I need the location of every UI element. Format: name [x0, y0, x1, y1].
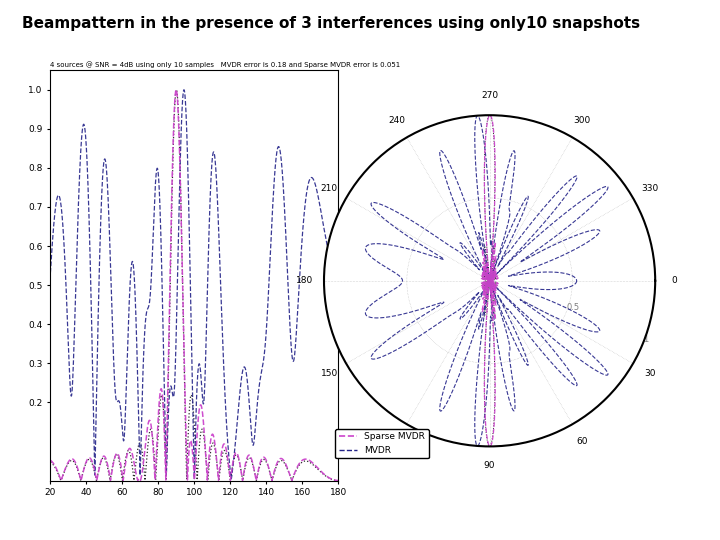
Text: Beampattern in the presence of 3 interferences using only10 snapshots: Beampattern in the presence of 3 interfe… [22, 16, 640, 31]
Legend: Sparse MVDR, MVDR: Sparse MVDR, MVDR [335, 429, 428, 458]
Text: 14: 14 [683, 494, 710, 513]
Text: 4 sources @ SNR = 4dB using only 10 samples   MVDR error is 0.18 and Sparse MVDR: 4 sources @ SNR = 4dB using only 10 samp… [50, 62, 400, 69]
